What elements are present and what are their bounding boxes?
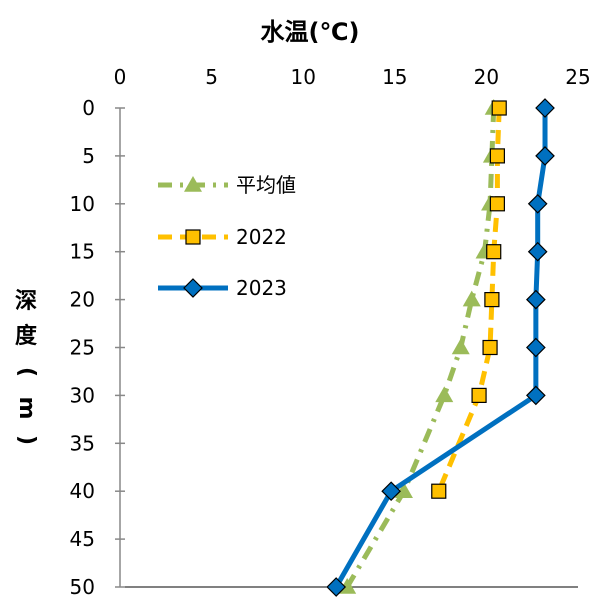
y-axis-label-char: 度 — [15, 323, 38, 349]
y-axis-label-char: 深 — [15, 289, 37, 314]
data-point-triangle — [394, 482, 413, 498]
legend-label: 平均値 — [236, 173, 296, 197]
y-axis-label-char: ) — [14, 435, 39, 445]
legend-label: 2023 — [236, 276, 287, 300]
data-point-square — [471, 387, 487, 403]
y-axis-label-char: m — [14, 397, 39, 420]
data-point-triangle — [184, 176, 202, 192]
data-point-diamond — [527, 241, 548, 262]
data-point-diamond — [326, 577, 347, 597]
data-point-triangle — [435, 386, 454, 403]
data-point-triangle — [451, 338, 470, 355]
series-line — [334, 108, 548, 589]
series-2022 — [431, 100, 507, 499]
data-point-diamond — [381, 481, 401, 502]
data-point-diamond — [526, 385, 546, 406]
data-point-square — [431, 483, 447, 499]
x-tick-label: 10 — [290, 65, 315, 89]
y-tick-label: 20 — [70, 288, 95, 312]
x-tick-label: 0 — [114, 65, 127, 89]
y-axis-label-char: ( — [14, 367, 39, 377]
y-tick-label: 50 — [70, 575, 95, 599]
chart-title: 水温(℃) — [261, 18, 360, 46]
y-tick-label: 35 — [70, 431, 95, 455]
y-tick-label: 30 — [70, 383, 95, 407]
data-point-diamond — [535, 146, 555, 166]
data-point-square — [491, 100, 507, 116]
data-point-square — [489, 148, 505, 164]
data-point-square — [484, 292, 500, 308]
y-tick-label: 5 — [82, 144, 95, 168]
data-point-diamond — [183, 278, 203, 298]
series-平均値 — [338, 99, 503, 594]
data-point-square — [185, 229, 201, 245]
data-point-diamond — [535, 98, 555, 118]
y-tick-label: 10 — [70, 192, 95, 216]
y-tick-label: 40 — [70, 479, 95, 503]
data-point-diamond — [526, 337, 546, 358]
data-point-diamond — [526, 289, 546, 310]
y-tick-label: 15 — [70, 240, 95, 264]
x-tick-label: 15 — [382, 65, 407, 89]
y-axis-label: 深度 ( m) — [14, 289, 39, 445]
plot-axes — [115, 107, 578, 588]
legend-label: 2022 — [236, 225, 287, 249]
data-point-triangle — [462, 290, 481, 307]
x-tick-labels: 0 5 10 15 20 25 — [114, 65, 591, 89]
x-tick-label: 5 — [205, 65, 218, 89]
series-layer — [326, 98, 555, 597]
data-point-square — [482, 339, 498, 356]
series-line — [436, 107, 502, 493]
y-tick-label: 45 — [70, 527, 95, 551]
y-tick-label: 0 — [82, 96, 95, 120]
x-tick-label: 25 — [565, 65, 590, 89]
y-tick-labels: 0 5 10 15 20 25 30 35 40 45 50 — [70, 96, 95, 599]
x-tick-label: 20 — [474, 65, 499, 89]
series-2023 — [326, 98, 555, 597]
y-tick-label: 25 — [70, 336, 95, 360]
data-point-square — [489, 196, 505, 212]
data-point-square — [486, 244, 502, 260]
series-line — [345, 107, 497, 589]
legend: 平均値 2022 2023 — [158, 173, 296, 300]
data-point-diamond — [527, 193, 548, 214]
